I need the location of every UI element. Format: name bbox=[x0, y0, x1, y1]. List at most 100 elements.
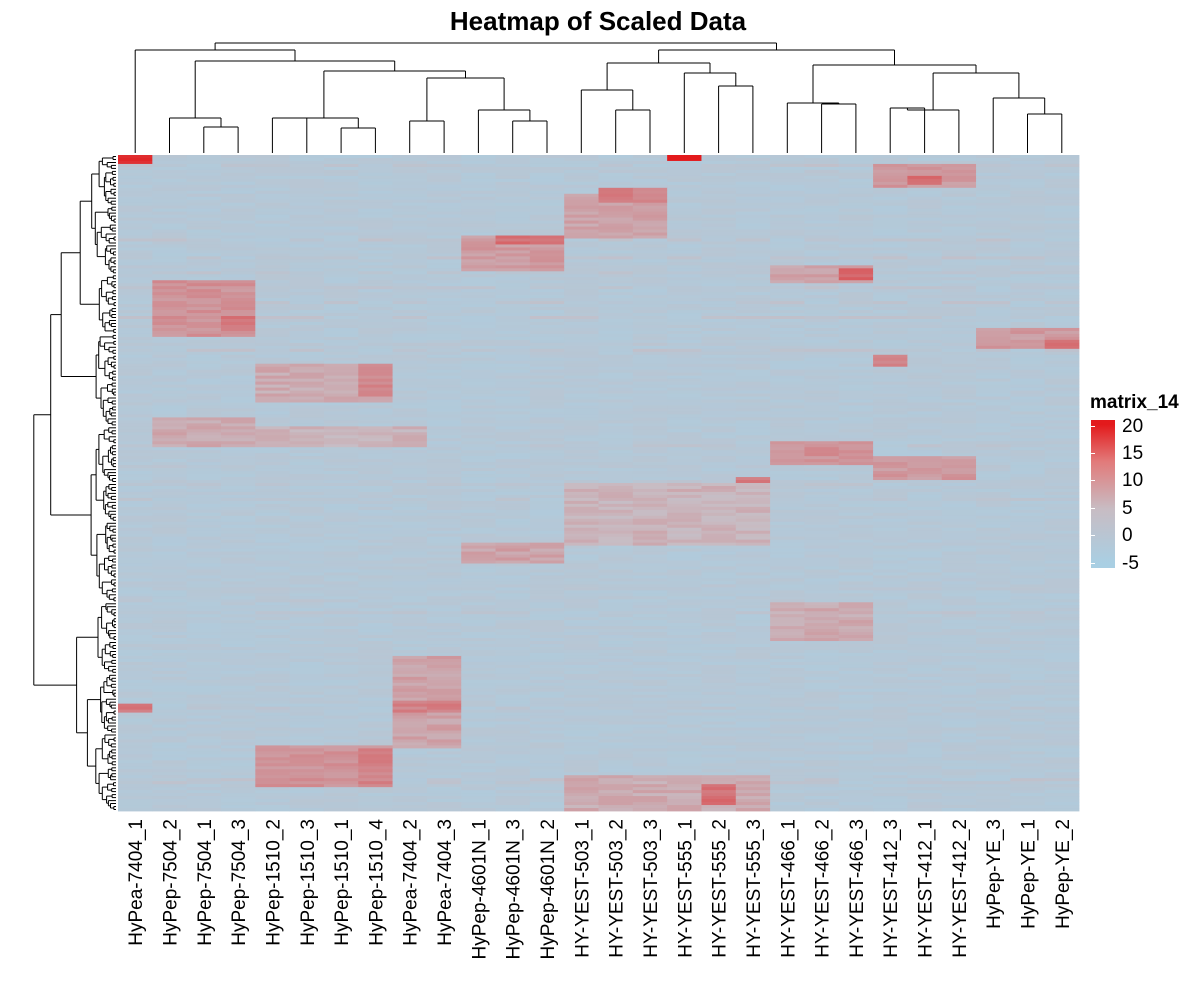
heatmap-cell bbox=[323, 497, 359, 502]
heatmap-cell bbox=[632, 372, 668, 377]
heatmap-cell bbox=[220, 181, 256, 186]
heatmap-cell bbox=[873, 581, 908, 585]
heatmap-cell bbox=[323, 250, 359, 254]
heatmap-cell bbox=[152, 545, 188, 549]
heatmap-cell bbox=[735, 602, 771, 606]
heatmap-cell bbox=[907, 477, 943, 481]
heatmap-cell bbox=[838, 518, 874, 523]
heatmap-cell bbox=[735, 351, 771, 356]
heatmap-cell bbox=[735, 432, 771, 436]
heatmap-cell bbox=[289, 503, 325, 508]
heatmap-cell bbox=[976, 590, 1011, 594]
heatmap-cell bbox=[941, 181, 977, 186]
heatmap-cell bbox=[598, 536, 634, 541]
heatmap-cell bbox=[289, 485, 325, 490]
heatmap-cell bbox=[770, 160, 805, 165]
heatmap-cell bbox=[976, 193, 1011, 198]
heatmap-cell bbox=[426, 509, 462, 514]
heatmap-cell bbox=[461, 178, 496, 183]
heatmap-cell bbox=[941, 453, 977, 457]
heatmap-cell bbox=[907, 298, 943, 302]
heatmap-cell bbox=[804, 420, 840, 424]
heatmap-cell bbox=[289, 271, 325, 275]
heatmap-cell bbox=[804, 545, 840, 549]
heatmap-cell bbox=[1044, 316, 1080, 320]
heatmap-cell bbox=[529, 536, 565, 541]
heatmap-cell bbox=[118, 593, 153, 597]
heatmap-cell bbox=[323, 405, 359, 409]
heatmap-cell bbox=[186, 262, 222, 266]
heatmap-cell bbox=[804, 477, 840, 481]
heatmap-cell bbox=[941, 590, 977, 594]
heatmap-cell bbox=[323, 444, 359, 448]
heatmap-cell bbox=[426, 593, 462, 597]
heatmap-cell bbox=[323, 155, 359, 159]
heatmap-cell bbox=[941, 175, 977, 180]
heatmap-cell bbox=[529, 417, 565, 421]
heatmap-cell bbox=[358, 214, 393, 219]
heatmap-cell bbox=[255, 181, 291, 186]
heatmap-cell bbox=[873, 321, 908, 326]
heatmap-cell bbox=[426, 208, 462, 213]
heatmap-cell bbox=[838, 599, 874, 603]
heatmap-cell bbox=[426, 426, 462, 430]
heatmap-cell bbox=[804, 426, 840, 430]
heatmap-cell bbox=[770, 202, 805, 207]
heatmap-cell bbox=[1044, 163, 1080, 168]
heatmap-cell bbox=[289, 524, 325, 529]
heatmap-cell bbox=[1044, 483, 1080, 487]
heatmap-cell bbox=[941, 235, 977, 239]
heatmap-cell bbox=[529, 408, 565, 412]
heatmap-cell bbox=[220, 327, 256, 332]
heatmap-cell bbox=[701, 587, 737, 591]
heatmap-cell bbox=[289, 235, 325, 239]
heatmap-cell bbox=[873, 438, 908, 442]
heatmap-cell bbox=[667, 500, 702, 505]
heatmap-cell bbox=[564, 181, 599, 186]
heatmap-cell bbox=[152, 184, 188, 189]
heatmap-cell bbox=[907, 226, 943, 230]
heatmap-cell bbox=[941, 214, 977, 219]
heatmap-cell bbox=[770, 262, 805, 266]
heatmap-cell bbox=[358, 408, 393, 412]
heatmap-cell bbox=[735, 205, 771, 210]
heatmap-cell bbox=[598, 465, 634, 469]
heatmap-cell bbox=[632, 259, 668, 263]
heatmap-cell bbox=[152, 238, 188, 242]
heatmap-cell bbox=[289, 366, 325, 371]
heatmap-cell bbox=[770, 354, 805, 359]
heatmap-cell bbox=[495, 378, 531, 383]
heatmap-cell bbox=[564, 497, 599, 502]
heatmap-cell bbox=[564, 310, 599, 314]
heatmap-cell bbox=[632, 441, 668, 445]
heatmap-cell bbox=[598, 205, 634, 210]
heatmap-cell bbox=[495, 333, 531, 338]
heatmap-cell bbox=[976, 596, 1011, 600]
heatmap-cell bbox=[426, 596, 462, 600]
heatmap-cell bbox=[1044, 402, 1080, 406]
heatmap-cell bbox=[907, 462, 943, 466]
heatmap-cell bbox=[941, 435, 977, 439]
heatmap-cell bbox=[632, 316, 668, 320]
heatmap-cell bbox=[186, 307, 222, 311]
heatmap-cell bbox=[152, 262, 188, 266]
heatmap-cell bbox=[152, 497, 188, 502]
heatmap-cell bbox=[358, 178, 393, 183]
heatmap-cell bbox=[1010, 229, 1046, 233]
heatmap-cell bbox=[1010, 483, 1046, 487]
heatmap-cell bbox=[186, 253, 222, 257]
heatmap-cell bbox=[907, 560, 943, 564]
heatmap-cell bbox=[289, 211, 325, 216]
heatmap-cell bbox=[667, 295, 702, 299]
heatmap-cell bbox=[255, 271, 291, 275]
heatmap-cell bbox=[770, 483, 805, 487]
heatmap-cell bbox=[220, 333, 256, 338]
heatmap-cell bbox=[118, 599, 153, 603]
heatmap-cell bbox=[289, 244, 325, 248]
heatmap-cell bbox=[941, 462, 977, 466]
heatmap-cell bbox=[976, 500, 1011, 505]
heatmap-cell bbox=[186, 450, 222, 454]
heatmap-cell bbox=[392, 310, 428, 314]
heatmap-cell bbox=[255, 163, 291, 168]
heatmap-cell bbox=[152, 286, 188, 290]
